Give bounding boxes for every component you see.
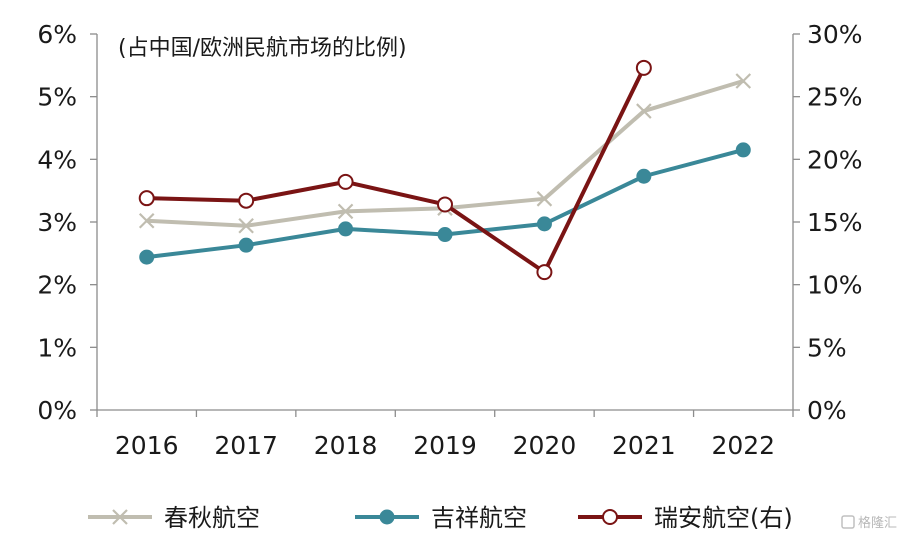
series-layer — [138, 59, 752, 281]
series-1-point — [138, 212, 155, 229]
y-left-tick-label: 1% — [37, 333, 77, 362]
series-1-point — [337, 203, 354, 220]
series-1-point-stroke-b — [238, 217, 254, 234]
legend-swatch-marker — [602, 509, 618, 525]
series-1-point — [238, 217, 254, 234]
x-tick-label: 2020 — [513, 431, 577, 460]
series-3-line — [146, 66, 646, 275]
series-1-point-stroke-b — [536, 191, 553, 207]
series-2-point — [338, 221, 354, 237]
y-right-tick-label: 10% — [807, 271, 863, 300]
series-3-point — [536, 264, 553, 281]
series-1-point — [636, 103, 652, 119]
series-2-point — [636, 168, 652, 184]
series-2-point — [536, 216, 552, 232]
series-2-point — [735, 142, 751, 158]
series-2 — [139, 142, 751, 265]
legend-label: 瑞安航空(右) — [654, 504, 793, 532]
y-right-tick-label: 20% — [807, 145, 863, 174]
legend-swatch-marker — [379, 509, 395, 525]
series-1-point-stroke-b — [636, 103, 652, 119]
series-1-point — [536, 191, 553, 207]
legend-swatch-marker — [112, 509, 128, 525]
axes: 0% 1% 2% 3% 4% 5% 6% 0% 5% 10% 15% 20% 25% 30% 2016 201… — [37, 20, 862, 460]
y-left-tick-label: 5% — [37, 83, 77, 112]
y-right-tick-label: 5% — [807, 333, 847, 362]
x-tick-label: 2017 — [214, 431, 278, 460]
y-right-tick-label: 25% — [807, 83, 863, 112]
legend-item-2: 吉祥航空 — [355, 504, 527, 532]
y-left-tick-label: 4% — [37, 145, 77, 174]
chart-subtitle: (占中国/欧洲民航市场的比例) — [118, 36, 407, 61]
y-right-tick-label: 15% — [807, 208, 863, 237]
legend-swatch-marker-stroke-b — [112, 509, 128, 525]
legend-item-1: 春秋航空 — [88, 504, 260, 532]
x-tick-label: 2022 — [711, 431, 775, 460]
watermark: 格隆汇 — [841, 515, 897, 531]
watermark-logo-icon — [841, 515, 855, 529]
y-left-tick-label: 2% — [37, 271, 77, 300]
legend-item-3: 瑞安航空(右) — [578, 504, 793, 532]
y-left-tick-label: 0% — [37, 396, 77, 425]
y-right-tick-label: 30% — [807, 20, 863, 49]
series-1-point-stroke-b — [138, 212, 155, 229]
x-tick-label: 2021 — [612, 431, 676, 460]
series-3-point — [138, 190, 155, 207]
watermark-text: 格隆汇 — [858, 515, 897, 531]
legend: 春秋航空 吉祥航空 瑞安航空(右) — [88, 504, 793, 532]
series-2-point — [238, 237, 254, 253]
legend-label: 春秋航空 — [164, 504, 260, 532]
series-1-point — [735, 73, 752, 89]
series-3-point — [337, 173, 354, 190]
series-1-point-stroke-b — [337, 203, 354, 220]
series-3 — [138, 59, 652, 281]
legend-label: 吉祥航空 — [431, 504, 527, 532]
y-left-tick-label: 6% — [37, 20, 77, 49]
series-3-point — [238, 192, 255, 209]
x-tick-label: 2018 — [314, 431, 378, 460]
series-2-point — [437, 227, 453, 243]
y-right-tick-label: 0% — [807, 396, 847, 425]
series-3-point — [437, 196, 453, 213]
y-left-tick-label: 3% — [37, 208, 77, 237]
x-tick-label: 2016 — [115, 431, 179, 460]
series-1-point-stroke-b — [735, 73, 752, 89]
series-2-point — [139, 249, 155, 265]
series-3-point — [635, 59, 652, 76]
x-tick-label: 2019 — [413, 431, 477, 460]
